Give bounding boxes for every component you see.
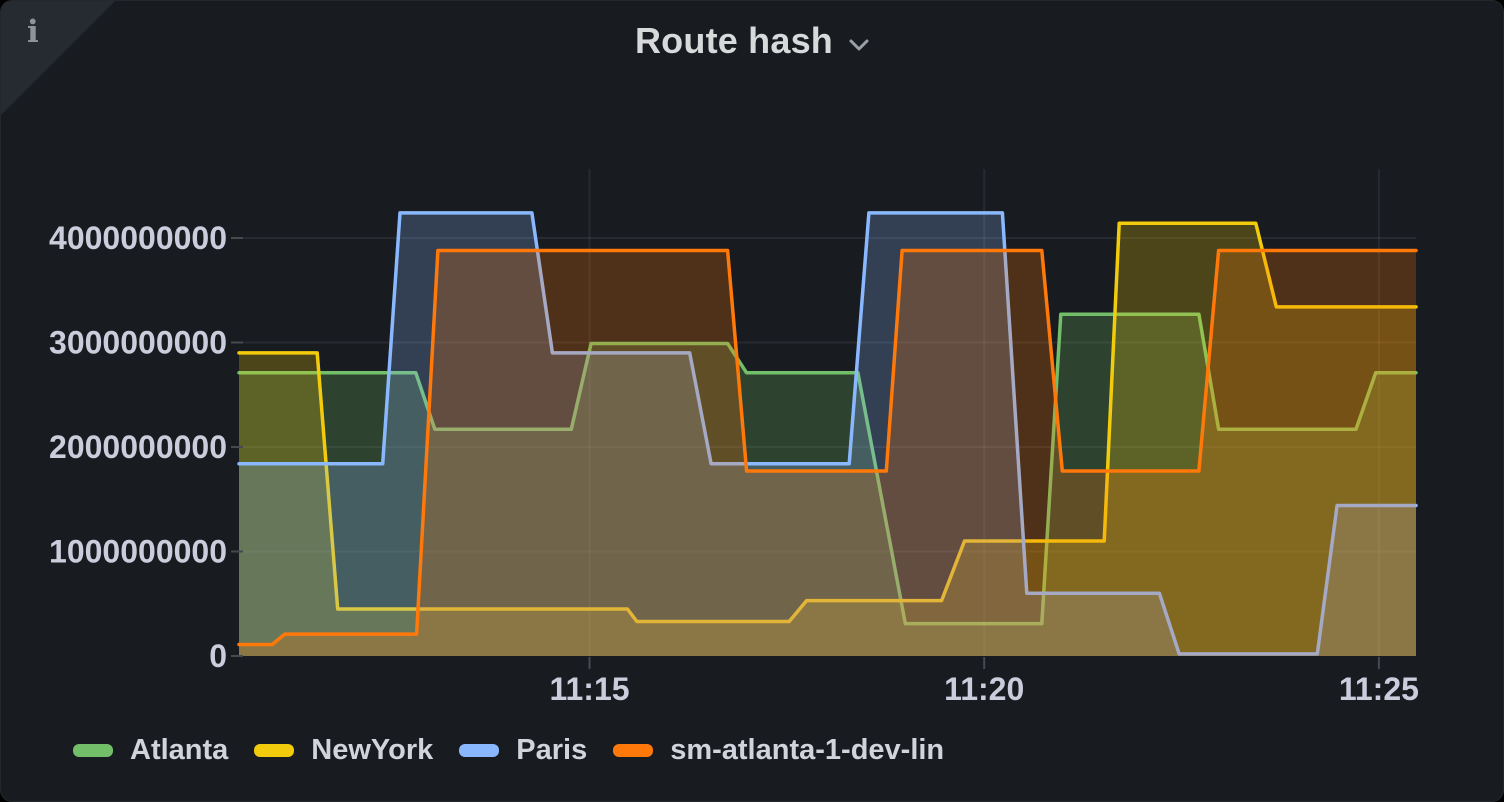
x-axis-label: 11:15 [549, 671, 629, 707]
y-axis-label: 2000000000 [49, 429, 227, 465]
series-line-Paris [237, 211, 1418, 656]
y-axis-label: 0 [209, 638, 227, 674]
legend-swatch-icon [459, 743, 500, 757]
series-area-sm-atlanta-1-dev-lin [239, 250, 1416, 656]
y-axis-label: 1000000000 [49, 533, 227, 569]
legend-label: Paris [516, 733, 588, 766]
panel-info-corner[interactable] [1, 1, 115, 115]
y-axis-label: 4000000000 [49, 220, 227, 256]
info-icon: i [27, 14, 39, 50]
series-line-sm-atlanta-1-dev-lin [237, 248, 1418, 647]
panel-title: Route hash [634, 20, 833, 61]
legend-label: sm-atlanta-1-dev-lin [670, 733, 945, 766]
legend-item-atlanta[interactable]: Atlanta [73, 734, 228, 767]
legend-swatch-icon [254, 743, 295, 757]
legend-label: Atlanta [130, 733, 229, 766]
panel-header[interactable]: Route hash [1, 1, 1503, 81]
legend-item-paris[interactable]: Paris [459, 734, 587, 767]
legend-label: NewYork [311, 733, 434, 766]
y-axis-label: 3000000000 [49, 324, 227, 360]
series-line-NewYork [237, 221, 1418, 624]
series-area-NewYork [239, 223, 1416, 657]
legend-swatch-icon [613, 743, 654, 757]
chevron-down-icon [849, 39, 869, 50]
legend-item-newyork[interactable]: NewYork [254, 734, 433, 767]
series-line-Atlanta [237, 312, 1418, 626]
series-area-Atlanta [239, 314, 1416, 656]
legend: Atlanta NewYork Paris sm-atlanta-1-dev-lin [73, 730, 944, 770]
legend-swatch-icon [73, 743, 113, 757]
series-area-Paris [239, 212, 1416, 656]
x-axis-label: 11:20 [944, 671, 1024, 707]
x-axis-label: 11:25 [1339, 671, 1419, 707]
legend-item-sm-atlanta-1-dev-lin[interactable]: sm-atlanta-1-dev-lin [613, 734, 944, 767]
